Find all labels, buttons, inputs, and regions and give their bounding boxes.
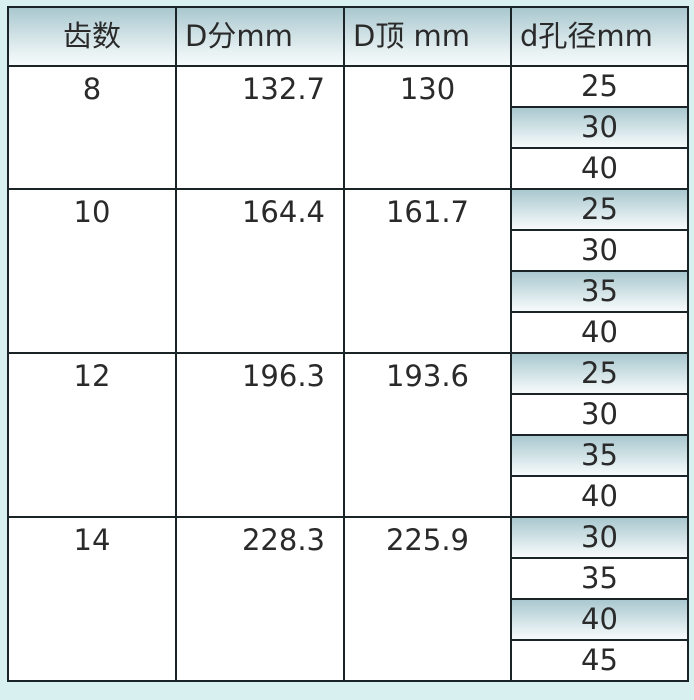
table-row: 30	[8, 229, 689, 272]
table-row: 40	[8, 475, 689, 518]
table-row: 40	[8, 147, 689, 190]
header-bore-diameter: d孔径mm	[510, 6, 689, 67]
header-row: 齿数 D分mm D顶 mm d孔径mm	[7, 6, 689, 67]
top-diameter-cell: 225.9	[343, 516, 512, 682]
bore-diameter-cell: 30	[510, 516, 689, 559]
top-diameter-cell: 161.7	[343, 188, 512, 354]
table-row: 35	[8, 434, 689, 477]
bore-diameter-cell: 40	[510, 475, 689, 518]
top-diameter-cell: 193.6	[343, 352, 512, 518]
header-teeth: 齿数	[7, 6, 177, 67]
table-row: 30	[8, 393, 689, 436]
teeth-cell: 10	[7, 188, 177, 354]
bore-diameter-cell: 40	[510, 147, 689, 190]
bore-diameter-cell: 25	[510, 352, 689, 395]
table-row: 14 228.3 225.9 30	[7, 516, 689, 682]
bore-diameter-cell: 40	[510, 311, 689, 354]
pitch-diameter-cell: 196.3	[175, 352, 345, 518]
table-row: 8 132.7 130 25	[7, 65, 689, 190]
bore-diameter-cell: 30	[510, 393, 689, 436]
header-pitch-diameter: D分mm	[175, 6, 345, 67]
table-row: 45	[8, 639, 689, 682]
teeth-cell: 12	[7, 352, 177, 518]
header-top-diameter: D顶 mm	[343, 6, 512, 67]
table-row: 35	[8, 270, 689, 313]
teeth-cell: 14	[7, 516, 177, 682]
bore-diameter-cell: 25	[510, 65, 689, 108]
pitch-diameter-cell: 132.7	[175, 65, 345, 190]
table-row: 30	[8, 106, 689, 149]
table-row: 10 164.4 161.7 25	[7, 188, 689, 354]
sprocket-spec-table: 齿数 D分mm D顶 mm d孔径mm 8 132.7 130 25 30 40 10 164…	[7, 6, 689, 682]
table-row: 40	[8, 598, 689, 641]
bore-diameter-cell: 45	[510, 639, 689, 682]
bore-diameter-cell: 25	[510, 188, 689, 231]
table-row: 35	[8, 557, 689, 600]
pitch-diameter-cell: 228.3	[175, 516, 345, 682]
table-row: 12 196.3 193.6 25	[7, 352, 689, 518]
table-row: 40	[8, 311, 689, 354]
bore-diameter-cell: 35	[510, 434, 689, 477]
teeth-cell: 8	[7, 65, 177, 190]
bore-diameter-cell: 40	[510, 598, 689, 641]
bore-diameter-cell: 35	[510, 557, 689, 600]
pitch-diameter-cell: 164.4	[175, 188, 345, 354]
bore-diameter-cell: 30	[510, 106, 689, 149]
top-diameter-cell: 130	[343, 65, 512, 190]
bore-diameter-cell: 35	[510, 270, 689, 313]
bore-diameter-cell: 30	[510, 229, 689, 272]
